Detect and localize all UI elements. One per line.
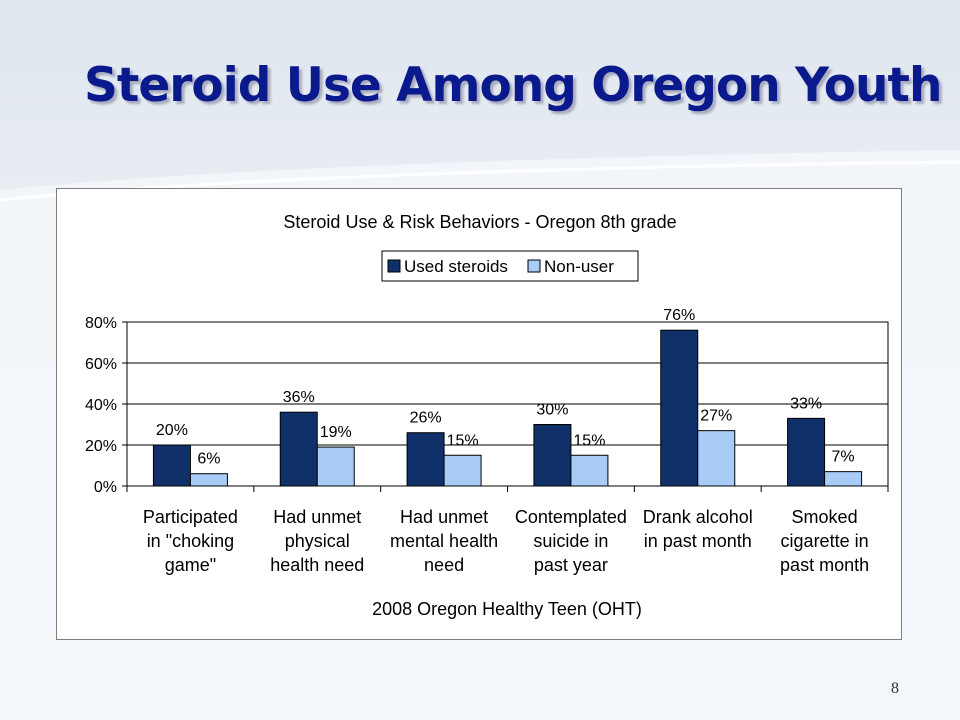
data-label-used-steroids: 20% xyxy=(156,422,188,439)
category-label: health need xyxy=(270,555,364,575)
slide-number: 8 xyxy=(891,680,899,697)
category-label: in past month xyxy=(644,531,752,551)
category-label: suicide in xyxy=(533,531,608,551)
bar-non-user xyxy=(697,430,736,487)
y-tick-label: 20% xyxy=(85,438,117,455)
legend-label-non-user: Non-user xyxy=(544,257,614,276)
chart-title: Steroid Use & Risk Behaviors - Oregon 8t… xyxy=(283,212,676,232)
y-tick-label: 60% xyxy=(85,356,117,373)
slide-title: Steroid Use Among Oregon Youth xyxy=(84,58,942,113)
bar-non-user xyxy=(443,454,482,487)
bar-used-steroids xyxy=(787,417,826,487)
bar-used-steroids xyxy=(279,411,318,487)
data-label-non-user: 27% xyxy=(700,408,732,425)
data-label-non-user: 6% xyxy=(197,451,220,468)
bar-non-user xyxy=(824,471,863,487)
legend xyxy=(381,250,639,282)
legend-label-used-steroids: Used steroids xyxy=(404,257,508,276)
y-tick-label: 0% xyxy=(94,479,117,496)
category-label: cigarette in xyxy=(781,531,869,551)
bar-non-user xyxy=(570,454,609,487)
category-label: in "choking xyxy=(147,531,234,551)
category-label: Participated xyxy=(143,507,238,527)
bar-used-steroids xyxy=(533,424,572,487)
data-label-non-user: 15% xyxy=(573,432,605,449)
data-label-used-steroids: 76% xyxy=(663,307,695,324)
data-label-non-user: 19% xyxy=(320,424,352,441)
category-label: need xyxy=(424,555,464,575)
bar-used-steroids xyxy=(152,444,191,487)
category-label: past month xyxy=(780,555,869,575)
data-label-used-steroids: 26% xyxy=(410,410,442,427)
bar-chart: Steroid Use & Risk Behaviors - Oregon 8t… xyxy=(85,212,889,619)
category-label: physical xyxy=(285,531,350,551)
bar-non-user xyxy=(316,446,355,487)
category-label: game" xyxy=(165,555,216,575)
data-label-non-user: 7% xyxy=(832,449,855,466)
legend-swatch-used-steroids xyxy=(387,259,401,273)
bar-non-user xyxy=(189,473,228,487)
category-label: Smoked xyxy=(792,507,858,527)
bar-used-steroids xyxy=(406,432,445,487)
category-label: mental health xyxy=(390,531,498,551)
legend-swatch-non-user xyxy=(527,259,541,273)
category-label: Had unmet xyxy=(273,507,361,527)
x-axis-title: 2008 Oregon Healthy Teen (OHT) xyxy=(372,599,642,619)
y-tick-label: 80% xyxy=(85,315,117,332)
chart-container: Steroid Use & Risk Behaviors - Oregon 8t… xyxy=(56,188,902,640)
data-label-non-user: 15% xyxy=(447,432,479,449)
data-label-used-steroids: 33% xyxy=(790,395,822,412)
data-label-used-steroids: 36% xyxy=(283,389,315,406)
category-label: past year xyxy=(534,555,608,575)
category-label: Contemplated xyxy=(515,507,627,527)
data-label-used-steroids: 30% xyxy=(536,402,568,419)
category-label: Drank alcohol xyxy=(643,507,753,527)
y-tick-label: 40% xyxy=(85,397,117,414)
category-label: Had unmet xyxy=(400,507,488,527)
bar-used-steroids xyxy=(660,329,699,487)
